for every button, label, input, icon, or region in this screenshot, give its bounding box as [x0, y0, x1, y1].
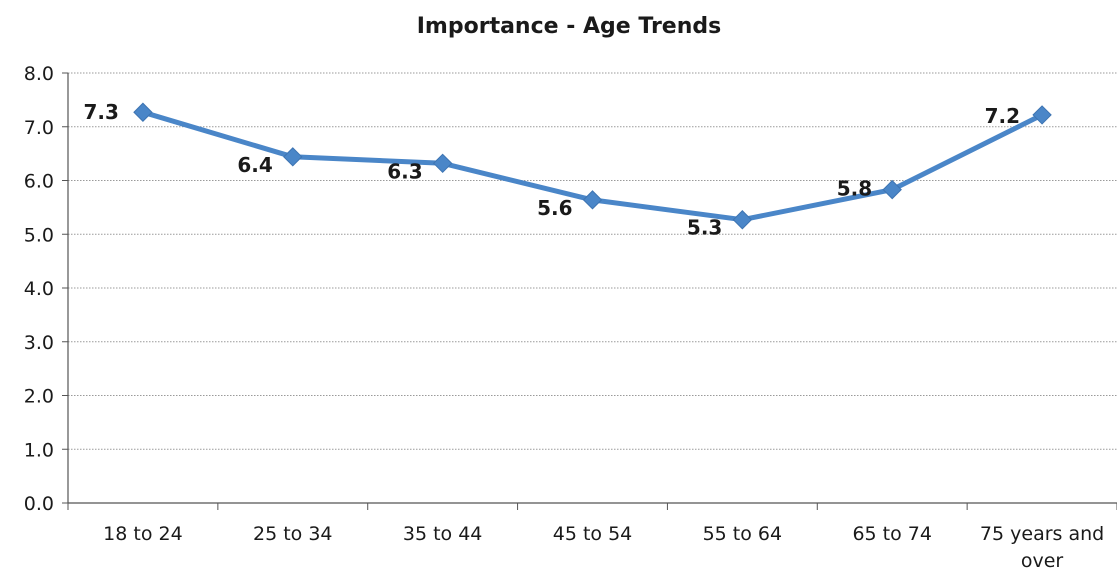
x-tick-label: 35 to 44 — [403, 523, 483, 545]
y-tick-label: 7.0 — [24, 117, 54, 139]
x-tick-label-line: 65 to 74 — [852, 523, 932, 545]
x-tick-label: 55 to 64 — [703, 523, 783, 545]
data-point-marker — [582, 190, 603, 210]
chart-title: Importance - Age Trends — [417, 14, 721, 39]
data-point-marker — [732, 210, 753, 230]
data-label: 6.3 — [387, 159, 422, 183]
x-tick-label: 25 to 34 — [253, 523, 333, 545]
axes — [62, 72, 1117, 510]
data-point-marker — [432, 153, 453, 174]
gridlines — [68, 72, 1117, 450]
y-tick-label: 0.0 — [24, 493, 54, 515]
y-tick-label: 1.0 — [24, 439, 54, 461]
data-point-marker — [882, 179, 902, 200]
x-axis-tick-labels: 18 to 24 25 to 34 35 to 44 45 to 54 55 to 64… — [103, 523, 1104, 572]
y-tick-label: 6.0 — [24, 171, 54, 193]
y-tick-label: 2.0 — [24, 386, 54, 408]
y-tick-label: 4.0 — [24, 278, 54, 300]
x-tick-label-line: 18 to 24 — [103, 523, 183, 545]
x-tick-label: 65 to 74 — [852, 523, 932, 545]
y-tick-label: 8.0 — [24, 63, 54, 85]
x-tick-label-line: 75 years and — [980, 523, 1104, 545]
x-tick-label: 75 years and over — [980, 523, 1104, 572]
x-tick-label-line: 35 to 44 — [403, 523, 483, 545]
data-labels: 7.3 6.4 6.3 5.6 5.3 5.8 7.2 — [83, 100, 1020, 240]
data-label: 5.3 — [687, 216, 722, 240]
data-label: 5.8 — [837, 177, 872, 201]
y-axis-tick-labels: 0.0 1.0 2.0 3.0 4.0 5.0 6.0 7.0 8.0 — [24, 63, 54, 515]
data-label: 5.6 — [537, 196, 572, 220]
y-tick-label: 5.0 — [24, 224, 54, 246]
x-tick-label: 45 to 54 — [553, 523, 633, 545]
data-label: 7.2 — [985, 104, 1020, 128]
x-tick-label-line: 55 to 64 — [703, 523, 783, 545]
data-label: 7.3 — [83, 100, 118, 124]
data-point-marker — [1032, 105, 1052, 125]
data-markers — [133, 102, 1052, 230]
x-tick-label-line: over — [1021, 550, 1064, 572]
x-tick-label-line: 45 to 54 — [553, 523, 633, 545]
data-label: 6.4 — [237, 153, 272, 177]
data-point-marker — [283, 147, 303, 167]
x-tick-label: 18 to 24 — [103, 523, 183, 545]
y-tick-label: 3.0 — [24, 332, 54, 354]
x-tick-label-line: 25 to 34 — [253, 523, 333, 545]
data-point-marker — [133, 102, 153, 122]
